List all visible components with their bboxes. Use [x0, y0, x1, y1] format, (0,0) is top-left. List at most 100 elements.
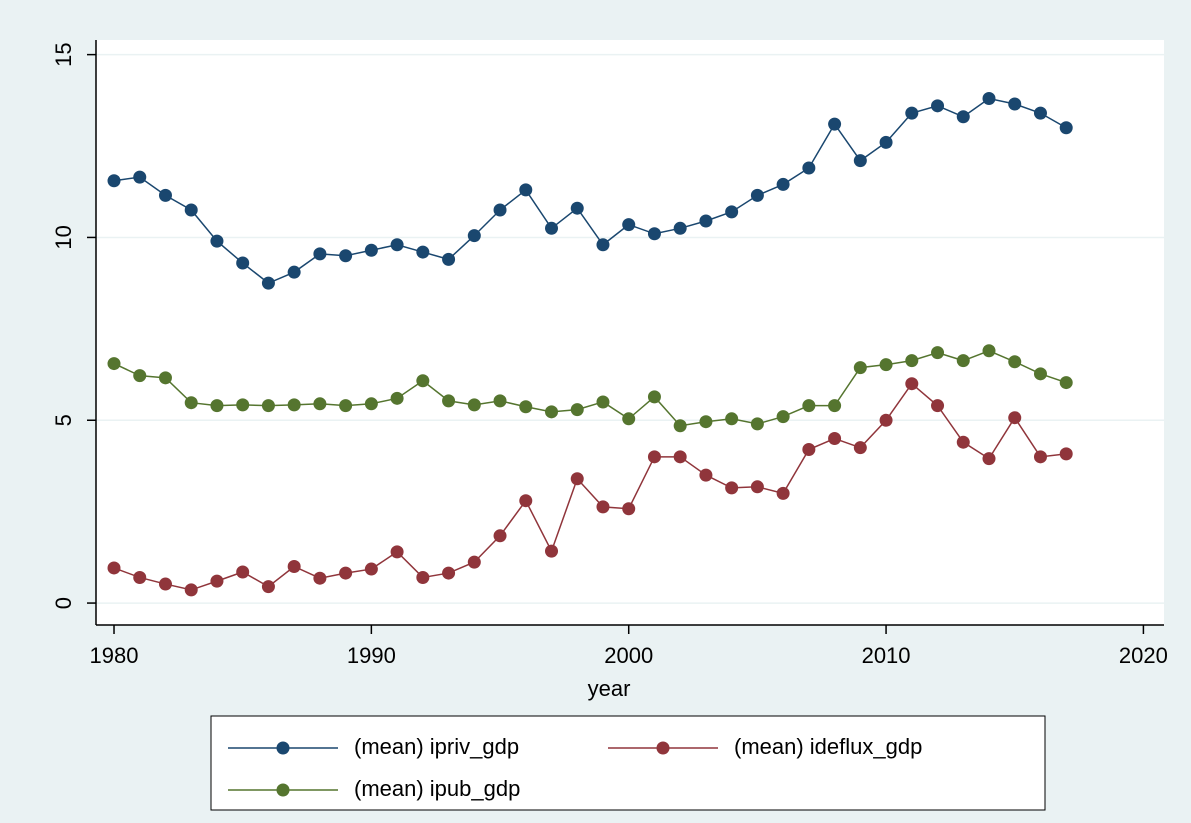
marker — [390, 545, 404, 559]
marker — [133, 170, 147, 184]
marker — [493, 529, 507, 543]
x-tick-label: 1990 — [347, 643, 396, 668]
marker — [313, 571, 327, 585]
marker — [1033, 106, 1047, 120]
legend-marker — [276, 741, 290, 755]
x-axis-label: year — [588, 676, 631, 701]
marker — [107, 174, 121, 188]
marker — [339, 399, 353, 413]
marker — [107, 561, 121, 575]
marker — [802, 399, 816, 413]
legend-items: (mean) ipriv_gdp (mean) ideflux_gdp (mean)… — [228, 734, 922, 801]
marker — [545, 221, 559, 235]
plot-area — [96, 40, 1164, 625]
marker — [158, 188, 172, 202]
marker — [236, 565, 250, 579]
y-tick-label: 10 — [51, 225, 76, 249]
marker — [905, 106, 919, 120]
marker — [802, 161, 816, 175]
legend-label: (mean) ipriv_gdp — [354, 734, 519, 759]
marker — [133, 570, 147, 584]
marker — [313, 397, 327, 411]
marker — [596, 238, 610, 252]
marker — [133, 369, 147, 383]
marker — [519, 183, 533, 197]
marker — [853, 154, 867, 168]
marker — [931, 346, 945, 360]
marker — [596, 500, 610, 514]
marker — [236, 256, 250, 270]
marker — [261, 276, 275, 290]
marker — [261, 580, 275, 594]
marker — [1008, 355, 1022, 369]
marker — [210, 399, 224, 413]
marker — [982, 92, 996, 105]
marker — [750, 480, 764, 494]
x-tick-label: 2000 — [604, 643, 653, 668]
marker — [364, 243, 378, 257]
marker — [879, 135, 893, 149]
marker — [750, 417, 764, 431]
marker — [184, 396, 198, 410]
marker — [339, 566, 353, 580]
marker — [1033, 367, 1047, 381]
marker — [339, 249, 353, 263]
marker — [956, 435, 970, 449]
legend — [210, 715, 1046, 811]
y-tick-label: 5 — [51, 414, 76, 426]
marker — [287, 560, 301, 573]
marker — [1059, 121, 1073, 135]
marker — [905, 354, 919, 368]
marker — [828, 432, 842, 446]
x-tick-label: 2020 — [1119, 643, 1168, 668]
marker — [828, 399, 842, 413]
marker — [802, 443, 816, 456]
marker — [699, 468, 713, 482]
marker — [467, 398, 481, 412]
marker — [725, 481, 739, 495]
marker — [725, 205, 739, 219]
marker — [673, 221, 687, 235]
marker — [519, 400, 533, 414]
marker — [699, 214, 713, 228]
marker — [210, 234, 224, 248]
marker — [545, 544, 559, 558]
legend-label: (mean) ipub_gdp — [354, 776, 520, 801]
marker — [725, 412, 739, 426]
marker — [1059, 447, 1073, 461]
marker — [158, 371, 172, 385]
marker — [467, 555, 481, 569]
marker — [776, 177, 790, 191]
marker — [364, 562, 378, 576]
marker — [236, 398, 250, 412]
marker — [853, 361, 867, 375]
marker — [493, 394, 507, 408]
legend-marker — [656, 741, 670, 755]
marker — [210, 574, 224, 588]
y-tick-label: 0 — [51, 597, 76, 609]
plot — [107, 92, 1073, 597]
marker — [1008, 97, 1022, 111]
legend-marker — [276, 783, 290, 797]
marker — [776, 486, 790, 500]
marker — [699, 415, 713, 429]
marker — [390, 391, 404, 405]
marker — [853, 441, 867, 455]
marker — [570, 403, 584, 417]
marker — [956, 110, 970, 124]
marker — [956, 354, 970, 368]
legend-label: (mean) ideflux_gdp — [734, 734, 922, 759]
x-tick-label: 1980 — [90, 643, 139, 668]
marker — [416, 374, 430, 388]
marker — [416, 570, 430, 584]
marker — [416, 245, 430, 259]
marker — [750, 188, 764, 202]
marker — [647, 390, 661, 404]
marker — [1033, 450, 1047, 464]
marker — [673, 450, 687, 464]
marker — [905, 377, 919, 391]
marker — [931, 399, 945, 413]
marker — [982, 344, 996, 358]
marker — [1059, 376, 1073, 390]
